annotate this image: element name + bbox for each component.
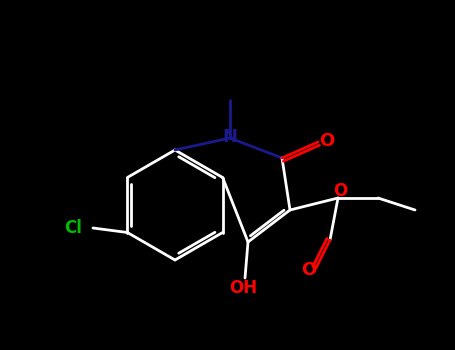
Text: O: O [319,132,334,150]
Text: O: O [301,261,317,279]
Text: N: N [222,128,238,146]
Text: O: O [333,182,347,200]
Text: OH: OH [229,279,257,297]
Text: Cl: Cl [64,219,82,237]
